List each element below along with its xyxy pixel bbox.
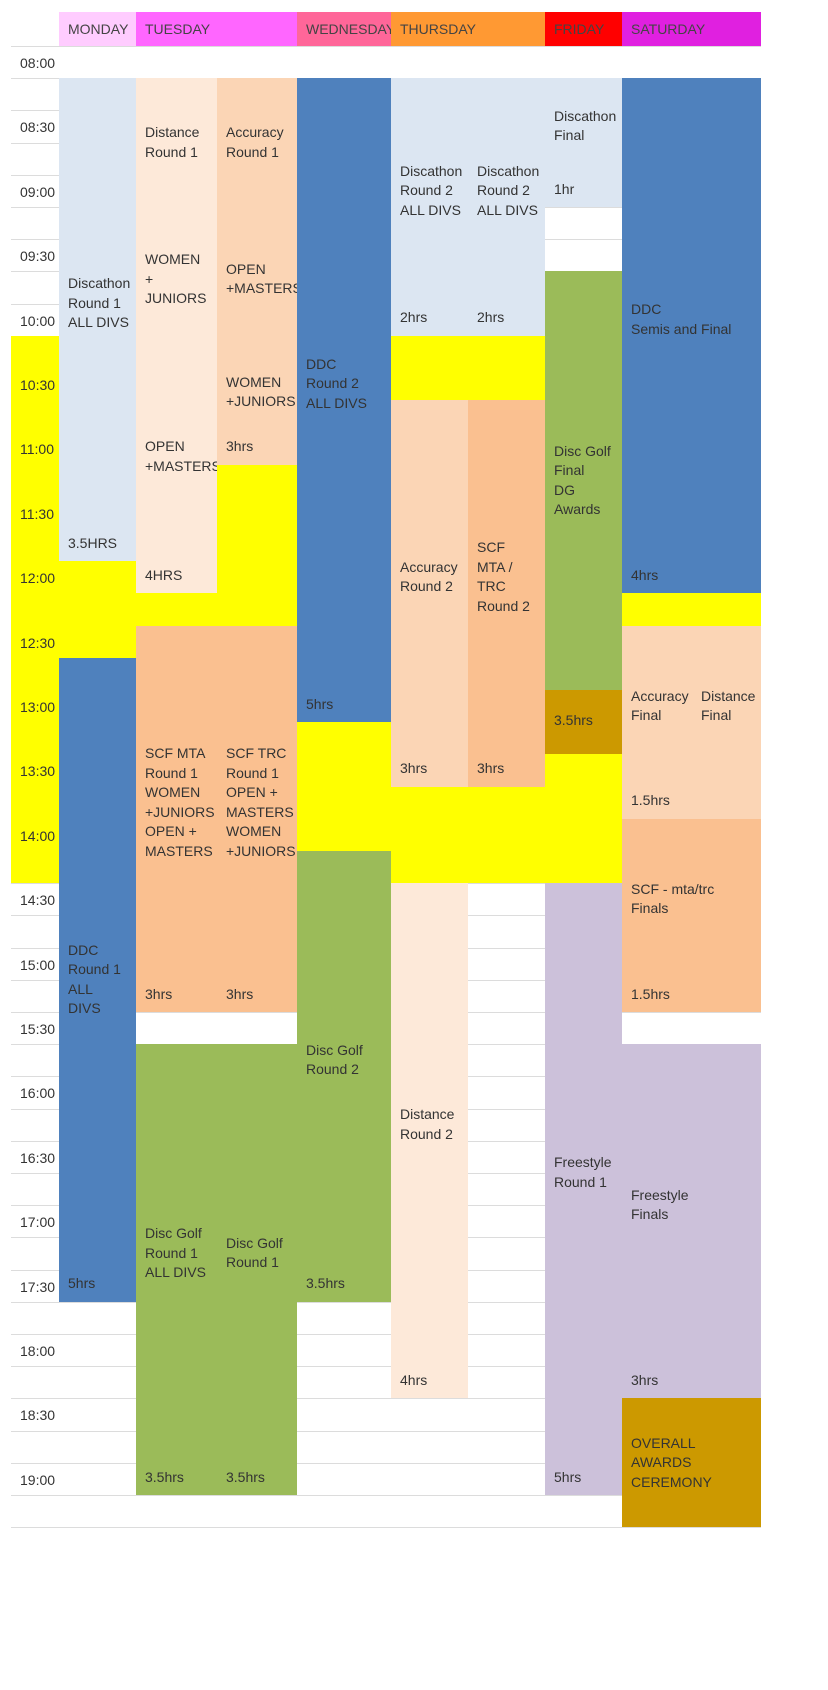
event-duration: 3.5hrs	[297, 1269, 391, 1302]
grid-line	[11, 1334, 761, 1335]
grid-line	[11, 1431, 761, 1432]
event-block: DDC Round 2 ALL DIVS	[297, 78, 391, 690]
grid-line	[11, 1302, 761, 1303]
break-block	[217, 464, 297, 626]
day-header-monday: MONDAY	[59, 12, 136, 46]
event-duration: 3.5hrs	[217, 1462, 297, 1495]
time-label: 09:00	[20, 183, 56, 200]
time-label: 17:30	[20, 1278, 56, 1295]
event-block: Accuracy Round 2	[391, 400, 468, 755]
event-block: SCF - mta/trc Finals	[622, 818, 761, 980]
time-label: 14:00	[20, 827, 56, 844]
time-label: 18:00	[20, 1343, 56, 1359]
event-duration: 3.5hrs	[136, 1462, 217, 1495]
event-block: Discathon Round 1 ALL DIVS	[59, 78, 136, 529]
event-block: SCF TRC Round 1 OPEN + MASTERS WOMEN +JU…	[217, 625, 297, 980]
time-label: 09:30	[20, 248, 56, 265]
event-block: Freestyle Finals	[622, 1044, 761, 1367]
event-block: WOMEN +JUNIORS	[217, 351, 297, 433]
time-label: 19:00	[20, 1471, 56, 1488]
event-duration: 2hrs	[391, 303, 468, 336]
break-block	[622, 593, 761, 626]
grid-line	[11, 1495, 761, 1496]
break-block	[297, 722, 391, 851]
grid-line	[11, 1398, 761, 1399]
event-block: Distance Final	[692, 625, 761, 787]
event-block: Disc Golf Round 2	[297, 851, 391, 1270]
event-duration: 1.5hrs	[622, 979, 761, 1012]
event-block: Disc Golf Round 1 ALL DIVS	[136, 1044, 217, 1463]
day-header-friday: FRIDAY	[545, 12, 622, 46]
event-duration: 3.5HRS	[59, 529, 136, 562]
time-label: 12:30	[20, 634, 56, 651]
event-block: DDC Round 1 ALL DIVS	[59, 690, 136, 1270]
event-block: WOMEN + JUNIORS	[136, 207, 217, 352]
time-label: 12:00	[20, 570, 56, 587]
event-duration: 3hrs	[622, 1366, 761, 1399]
event-block	[59, 657, 136, 690]
event-block: Discathon Round 2 ALL DIVS	[391, 78, 468, 304]
time-label: 15:30	[20, 1021, 56, 1037]
time-label: 11:30	[20, 505, 54, 522]
time-label: 08:30	[20, 119, 56, 136]
event-block: Discathon Round 2 ALL DIVS	[468, 78, 545, 304]
event-block: Disc Golf Final DG Awards	[545, 271, 622, 690]
event-duration: 3.5hrs	[545, 690, 622, 755]
time-label: 16:00	[20, 1085, 56, 1102]
break-block	[391, 335, 545, 401]
event-duration: 3hrs	[391, 754, 468, 787]
time-label: 08:00	[20, 55, 56, 71]
event-duration: 4hrs	[622, 561, 761, 594]
time-label: 13:00	[20, 699, 56, 715]
day-header-wednesday: WEDNESDAY	[297, 12, 395, 46]
event-duration: 3hrs	[136, 979, 217, 1012]
time-label: 10:00	[20, 312, 56, 329]
event-duration: 3hrs	[468, 754, 545, 787]
time-label: 13:30	[20, 763, 56, 780]
event-duration: 3hrs	[217, 432, 297, 465]
event-block: Accuracy Round 1	[217, 78, 297, 207]
time-label: 14:30	[20, 892, 56, 909]
time-label: 18:30	[20, 1407, 56, 1424]
day-header-thursday: THURSDAY	[391, 12, 545, 46]
event-block: Disc Golf Round 1	[217, 1044, 297, 1463]
event-block: Discathon Final	[545, 78, 622, 175]
event-block: SCF MTA / TRC Round 2	[468, 400, 545, 755]
day-header-tuesday: TUESDAY	[136, 12, 297, 46]
day-header-saturday: SATURDAY	[622, 12, 761, 46]
event-block: Distance Round 2	[391, 883, 468, 1367]
grid-line	[11, 1366, 761, 1367]
event-block: OPEN +MASTERS	[136, 351, 217, 562]
time-label: 15:00	[20, 956, 56, 973]
grid-line	[11, 1463, 761, 1464]
event-block: DDC Semis and Final	[622, 78, 761, 562]
event-duration: 2hrs	[468, 303, 545, 336]
break-block	[545, 754, 622, 884]
grid-line	[11, 1527, 761, 1528]
event-duration: 5hrs	[545, 1462, 622, 1495]
event-block: OPEN +MASTERS	[217, 207, 297, 352]
grid-line	[11, 46, 761, 47]
event-block: SCF MTA Round 1 WOMEN +JUNIORS OPEN + MA…	[136, 625, 217, 980]
break-block	[11, 335, 59, 884]
time-label: 10:30	[20, 377, 56, 393]
event-block: Freestyle Round 1	[545, 883, 622, 1463]
event-duration: 4HRS	[136, 561, 217, 594]
event-block: Accuracy Final	[622, 625, 692, 787]
event-duration: 1hr	[545, 174, 622, 207]
time-label: 11:00	[20, 441, 54, 458]
event-duration: 4hrs	[391, 1366, 468, 1399]
event-duration: 3hrs	[217, 979, 297, 1012]
time-label: 17:00	[20, 1214, 56, 1231]
break-block	[136, 593, 217, 626]
event-block: Distance Round 1	[136, 78, 217, 207]
event-duration: 5hrs	[297, 690, 391, 723]
break-block	[468, 786, 545, 884]
event-duration: 1.5hrs	[622, 786, 761, 819]
time-label: 16:30	[20, 1149, 56, 1166]
event-duration: 5hrs	[59, 1269, 136, 1302]
break-block	[391, 786, 468, 884]
event-block: OVERALL AWARDS CEREMONY	[622, 1398, 761, 1528]
